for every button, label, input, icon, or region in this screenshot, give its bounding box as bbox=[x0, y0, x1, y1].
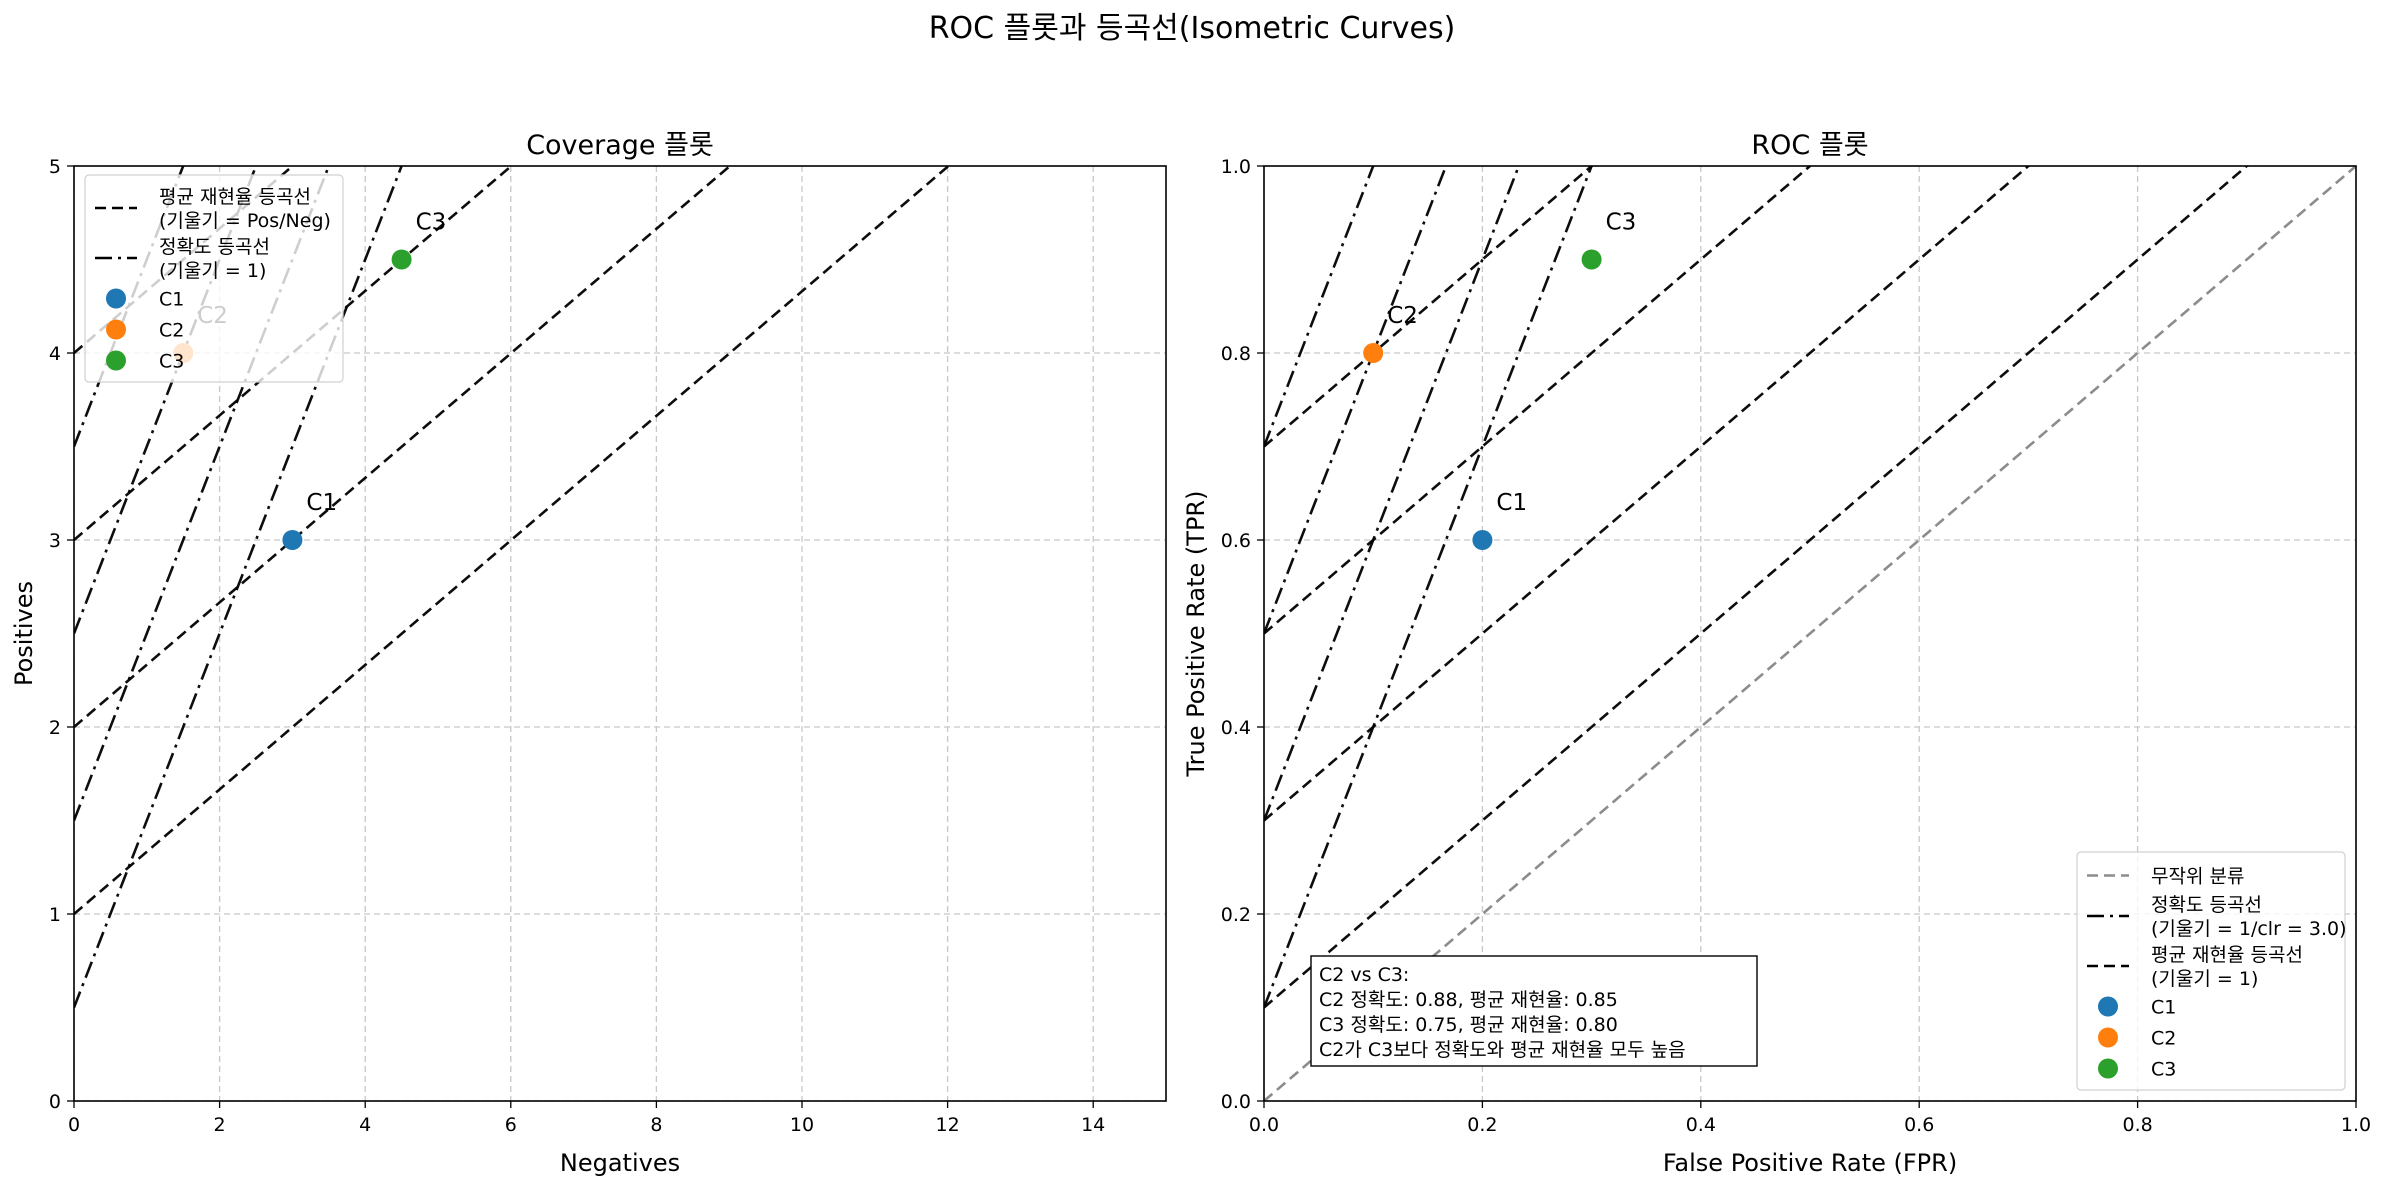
figure-title: ROC 플롯과 등곡선(Isometric Curves) bbox=[929, 11, 1456, 46]
legend-entry-text: 정확도 등곡선 bbox=[2151, 894, 2262, 916]
x-tick-label: 12 bbox=[936, 1114, 960, 1136]
legend-marker-c3 bbox=[2098, 1058, 2118, 1079]
accuracy-iso-line bbox=[74, 166, 331, 821]
legend-entry-text: 평균 재현율 등곡선 bbox=[159, 186, 311, 208]
x-tick-label: 1.0 bbox=[2341, 1114, 2371, 1136]
comparison-note-line: C2 정확도: 0.88, 평균 재현율: 0.85 bbox=[1319, 989, 1618, 1011]
point-c1 bbox=[282, 530, 303, 550]
avg-recall-iso-line bbox=[1264, 166, 2031, 822]
iso-lines bbox=[1264, 166, 2356, 1101]
point-label-c1: C1 bbox=[306, 490, 337, 516]
x-tick-label: 10 bbox=[790, 1114, 814, 1136]
avg-recall-iso-line bbox=[1264, 166, 2249, 1009]
comparison-note-line: C2 vs C3: bbox=[1319, 964, 1409, 986]
legend-entry-text: C2 bbox=[159, 320, 184, 342]
x-axis-label: Negatives bbox=[560, 1149, 680, 1177]
y-tick-label: 0.4 bbox=[1221, 717, 1251, 739]
legend-entry-text: 정확도 등곡선 bbox=[159, 236, 270, 258]
point-label-c3: C3 bbox=[416, 210, 447, 236]
x-tick-label: 0.8 bbox=[2122, 1114, 2152, 1136]
avg-recall-iso-line bbox=[1264, 166, 1594, 448]
legend-entry-text: C1 bbox=[2151, 997, 2176, 1019]
point-label-c3: C3 bbox=[1606, 210, 1637, 236]
accuracy-iso-line bbox=[1264, 166, 1375, 447]
legend-entry-text: C3 bbox=[159, 351, 184, 373]
legend-marker-c2 bbox=[2098, 1027, 2118, 1048]
x-tick-label: 0.0 bbox=[1249, 1114, 1279, 1136]
legend-entry-text: C3 bbox=[2151, 1059, 2176, 1081]
x-tick-label: 8 bbox=[650, 1114, 662, 1136]
legend-marker-c1 bbox=[2098, 996, 2118, 1017]
random-iso-line bbox=[1264, 166, 2356, 1101]
x-tick-label: 0 bbox=[68, 1114, 80, 1136]
avg-recall-iso-line bbox=[74, 166, 514, 541]
x-tick-label: 4 bbox=[359, 1114, 371, 1136]
y-tick-label: 2 bbox=[49, 717, 61, 739]
legend-entry-text: (기울기 = 1/clr = 3.0) bbox=[2151, 918, 2347, 940]
legend-entry-text: 무작위 분류 bbox=[2151, 866, 2244, 888]
y-tick-label: 5 bbox=[49, 156, 61, 178]
legend-marker-c1 bbox=[106, 288, 126, 309]
coverage-plot: 02468101214012345C1C2C3Coverage 플롯Negati… bbox=[10, 130, 1167, 1177]
avg-recall-iso-line bbox=[74, 166, 951, 915]
legend-entry-text: (기울기 = 1) bbox=[2151, 968, 2258, 990]
point-c1 bbox=[1472, 530, 1493, 550]
point-c2 bbox=[1363, 343, 1384, 363]
x-tick-label: 14 bbox=[1081, 1114, 1105, 1136]
y-tick-label: 3 bbox=[49, 530, 61, 552]
axes-title: ROC 플롯 bbox=[1751, 130, 1868, 161]
comparison-note-line: C3 정확도: 0.75, 평균 재현율: 0.80 bbox=[1319, 1014, 1618, 1036]
axes-title: Coverage 플롯 bbox=[526, 130, 714, 161]
legend-box bbox=[2076, 851, 2346, 1091]
legend-entry-text: C2 bbox=[2151, 1028, 2176, 1050]
legend-marker-c3 bbox=[106, 350, 126, 371]
y-tick-label: 0.8 bbox=[1221, 343, 1251, 365]
roc-plot: 0.0 0.2 0.4 0.6 0.8 1.0 0.0 0.2 0.4 0.6 0.8 1.0 C1 C2… bbox=[1182, 130, 2371, 1177]
legend-entry-text: C1 bbox=[159, 289, 184, 311]
axes-frame bbox=[1263, 165, 2357, 1102]
y-tick-label: 0 bbox=[49, 1091, 61, 1113]
y-tick-label: 1.0 bbox=[1221, 156, 1251, 178]
y-tick-label: 4 bbox=[49, 343, 61, 365]
y-axis-label: Positives bbox=[10, 581, 38, 686]
legend: 평균 재현율 등곡선(기울기 = Pos/Neg) 정확도 등곡선(기울기 = 1… bbox=[84, 174, 344, 383]
avg-recall-iso-line bbox=[74, 166, 732, 728]
avg-recall-iso-line bbox=[1264, 166, 1812, 635]
x-tick-label: 0.6 bbox=[1904, 1114, 1934, 1136]
axes-frame bbox=[73, 165, 1167, 1102]
y-tick-label: 1 bbox=[49, 904, 61, 926]
legend-marker-c2 bbox=[106, 319, 126, 340]
legend-entry-text: (기울기 = 1) bbox=[159, 260, 266, 282]
y-tick-label: 0.2 bbox=[1221, 904, 1251, 926]
legend-entry-text: (기울기 = Pos/Neg) bbox=[159, 210, 331, 232]
x-tick-label: 0.2 bbox=[1467, 1114, 1497, 1136]
y-axis-label: True Positive Rate (TPR) bbox=[1182, 491, 1210, 778]
x-tick-label: 2 bbox=[214, 1114, 226, 1136]
comparison-note-line: C2가 C3보다 정확도와 평균 재현율 모두 높음 bbox=[1319, 1039, 1686, 1061]
y-tick-label: 0.6 bbox=[1221, 530, 1251, 552]
legend-entry-text: 평균 재현율 등곡선 bbox=[2151, 944, 2303, 966]
accuracy-iso-line bbox=[1264, 166, 1521, 821]
x-tick-label: 0.4 bbox=[1686, 1114, 1716, 1136]
point-label-c1: C1 bbox=[1496, 490, 1527, 516]
legend-box bbox=[84, 174, 344, 383]
point-label-c2: C2 bbox=[1387, 303, 1418, 329]
x-axis-label: False Positive Rate (FPR) bbox=[1663, 1149, 1957, 1177]
point-c3 bbox=[391, 249, 412, 270]
comparison-note-box bbox=[1310, 955, 1758, 1067]
point-c3 bbox=[1581, 249, 1602, 270]
x-tick-label: 6 bbox=[505, 1114, 517, 1136]
y-tick-label: 0.0 bbox=[1221, 1091, 1251, 1113]
